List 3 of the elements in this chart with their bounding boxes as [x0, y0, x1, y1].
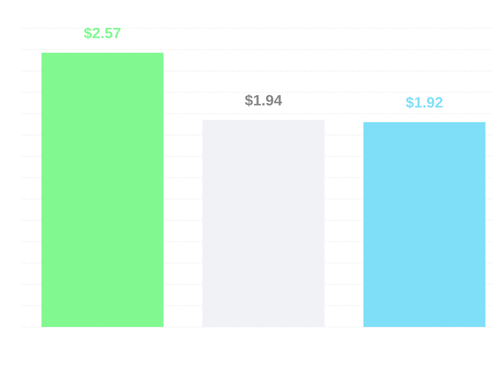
data-label: $1.92 [406, 96, 442, 109]
data-label: $2.57 [84, 27, 121, 40]
data-label: $1.94 [244, 94, 282, 106]
